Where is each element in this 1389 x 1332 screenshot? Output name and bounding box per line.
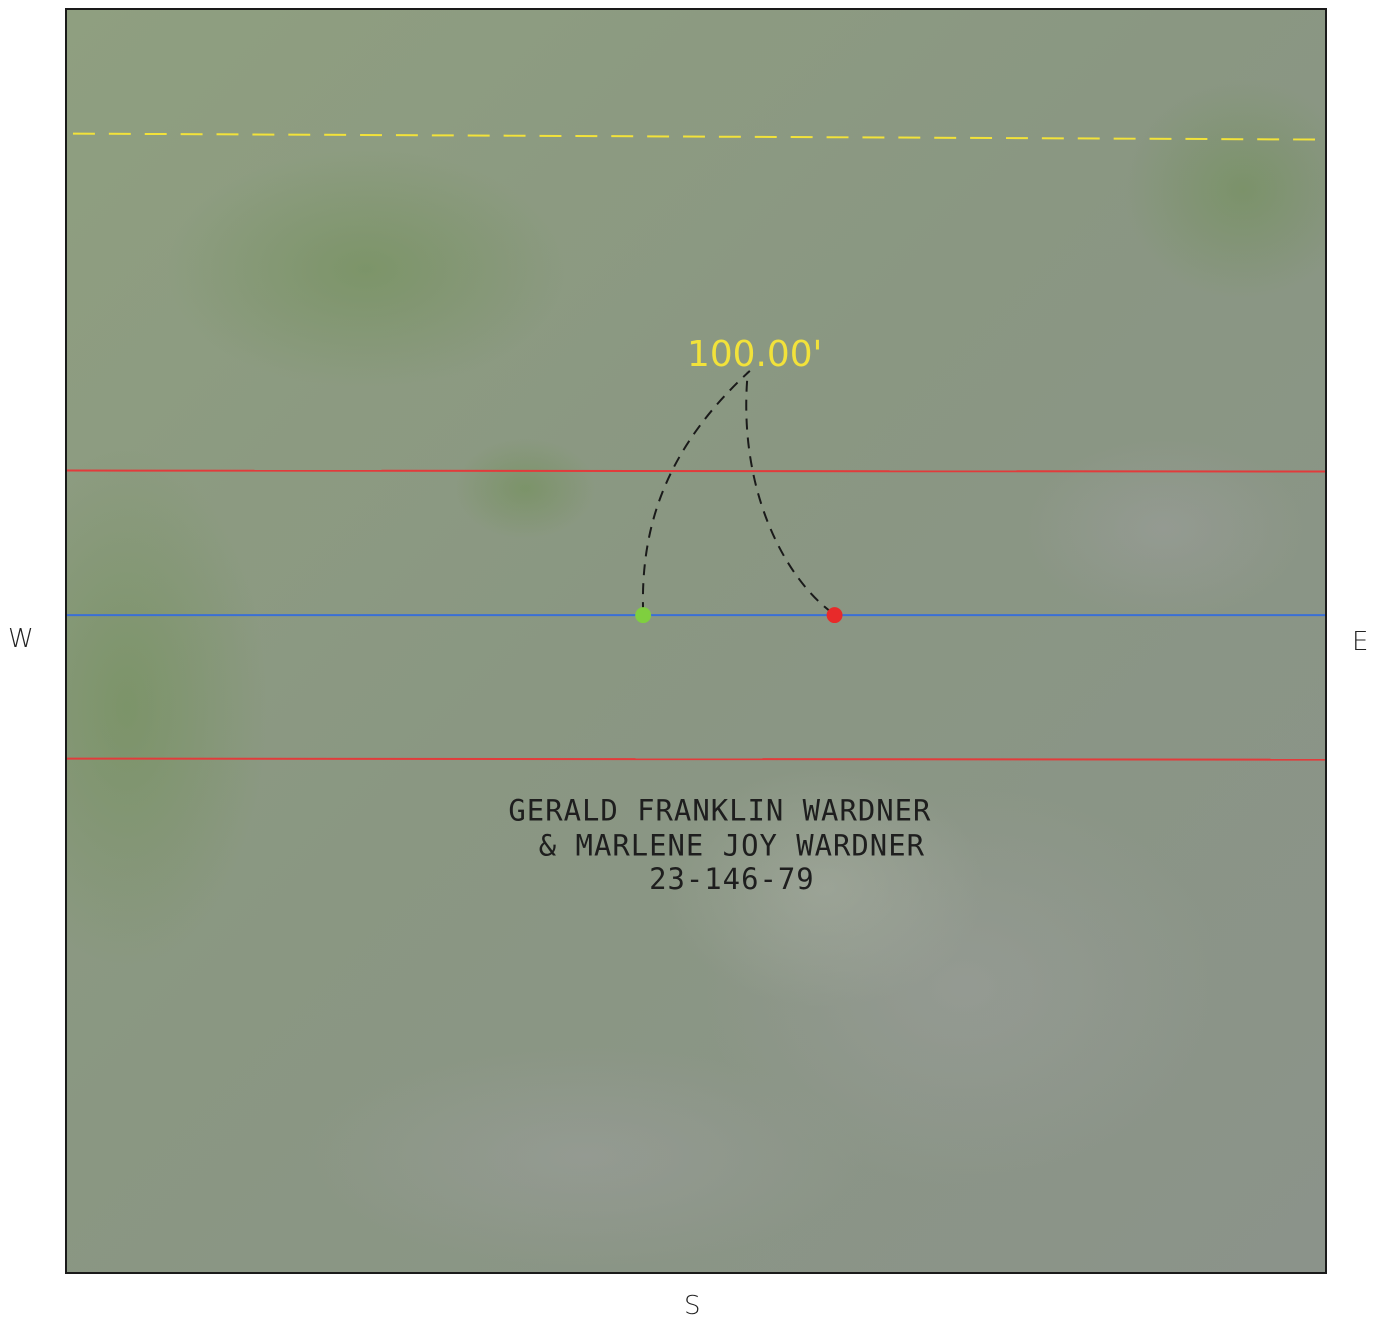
- parcel-owner-line-1: GERALD FRANKLIN WARDNER: [508, 793, 931, 827]
- vegetation-patch: [166, 149, 566, 389]
- vegetation-patch: [67, 448, 267, 967]
- vegetation-patch: [455, 438, 596, 539]
- dimension-label: 100.00': [687, 334, 822, 375]
- bare-ground-patch: [1023, 438, 1304, 619]
- compass-east: E: [1352, 627, 1369, 657]
- vegetation-patch: [1123, 79, 1325, 300]
- parcel-owner-line-2: & MARLENE JOY WARDNER: [539, 828, 925, 862]
- right-of-way-line: [72, 132, 1325, 141]
- end-point-marker: [826, 607, 843, 624]
- aerial-map-frame: 100.00' GERALD FRANKLIN WARDNER & MARLEN…: [65, 8, 1327, 1274]
- parcel-id: 23-146-79: [649, 862, 815, 896]
- compass-west: W: [8, 624, 34, 654]
- compass-south: S: [684, 1291, 701, 1321]
- start-point-marker: [635, 607, 652, 624]
- bare-ground-patch: [306, 1046, 865, 1267]
- dimension-leader-west: [641, 370, 751, 614]
- dimension-leader-east: [745, 371, 834, 614]
- north-boundary-line: [67, 469, 1325, 473]
- aerial-map: 100.00' GERALD FRANKLIN WARDNER & MARLEN…: [67, 10, 1325, 1272]
- south-boundary-line: [67, 757, 1325, 761]
- bare-ground-patch: [665, 767, 985, 1007]
